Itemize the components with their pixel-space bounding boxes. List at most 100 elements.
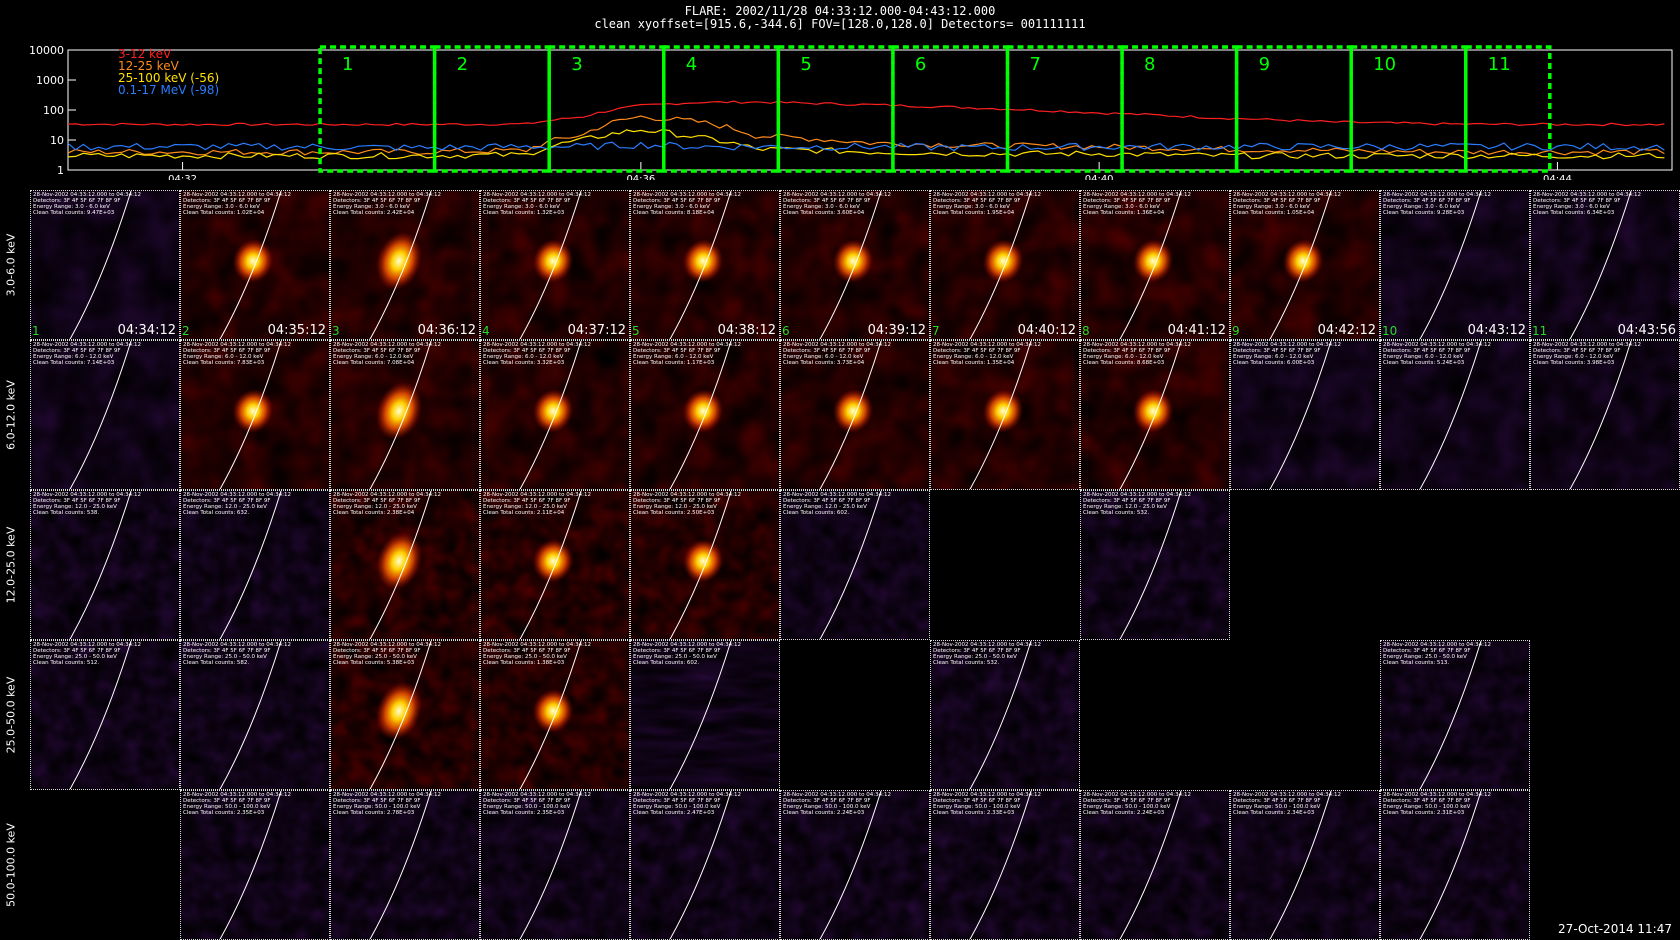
- image-cell: 28-Nov-2002 04:33:12.000 to 04:34:12 Dete…: [630, 190, 780, 340]
- caption-line: Detectors: 3F 4F 5F 6F 7F 8F 9F: [333, 348, 421, 354]
- caption-line: Clean Total counts: 2.35E+03: [483, 810, 565, 816]
- caption-line: Detectors: 3F 4F 5F 6F 7F 8F 9F: [333, 648, 421, 654]
- clean-image: [31, 341, 179, 489]
- caption-line: 28-Nov-2002 04:33:12.000 to 04:34:12: [933, 792, 1041, 798]
- interval-number: 8: [1082, 324, 1090, 338]
- caption-line: Energy Range: 25.0 - 50.0 keV: [633, 654, 717, 660]
- interval-box: [1464, 45, 1552, 173]
- interval-number: 4: [482, 324, 490, 338]
- caption-line: Energy Range: 25.0 - 50.0 keV: [333, 654, 417, 660]
- caption-line: 28-Nov-2002 04:33:12.000 to 04:34:12: [183, 192, 291, 198]
- solar-limb: [969, 191, 1032, 339]
- solar-limb: [1419, 641, 1482, 789]
- clean-image: [1081, 341, 1229, 489]
- caption-line: Clean Total counts: 513.: [1383, 660, 1450, 666]
- solar-limb: [669, 641, 732, 789]
- caption-line: Energy Range: 6.0 - 12.0 keV: [933, 354, 1014, 360]
- solar-limb: [1119, 491, 1182, 639]
- caption-line: Clean Total counts: 5.24E+03: [1383, 360, 1465, 366]
- caption-line: Clean Total counts: 8.18E+04: [633, 210, 715, 216]
- interval-number: 3: [332, 324, 340, 338]
- solar-limb: [219, 341, 282, 489]
- image-caption: 28-Nov-2002 04:33:12.000 to 04:34:12 Dete…: [333, 342, 441, 366]
- clean-image: [631, 191, 779, 339]
- caption-line: Clean Total counts: 1.95E+04: [933, 210, 1015, 216]
- clean-image: [1531, 341, 1679, 489]
- caption-line: Detectors: 3F 4F 5F 6F 7F 8F 9F: [1083, 348, 1171, 354]
- solar-limb: [519, 641, 582, 789]
- solar-limb: [69, 491, 132, 639]
- legend-entry: 12-25 keV: [118, 59, 180, 73]
- legend-entry: 25-100 keV (-56): [118, 71, 219, 85]
- clean-image: [931, 791, 1079, 939]
- image-caption: 28-Nov-2002 04:33:12.000 to 04:34:12 Dete…: [333, 492, 441, 516]
- interval-box: [1234, 45, 1353, 173]
- clean-image: [31, 491, 179, 639]
- caption-line: Clean Total counts: 2.34E+03: [1233, 810, 1315, 816]
- image-cell: 28-Nov-2002 04:33:12.000 to 04:34:12 Dete…: [480, 790, 630, 940]
- caption-line: Clean Total counts: 532.: [1083, 510, 1150, 516]
- clean-image: [331, 341, 479, 489]
- clean-image: [31, 191, 179, 339]
- image-caption: 28-Nov-2002 04:33:12.000 to 04:34:12 Dete…: [483, 642, 591, 666]
- image-cell: 28-Nov-2002 04:33:12.000 to 04:34:12 Dete…: [930, 640, 1080, 790]
- interval-box: [662, 45, 781, 173]
- flare-source: [682, 389, 724, 433]
- solar-limb: [1419, 791, 1482, 939]
- image-caption: 28-Nov-2002 04:33:12.000 to 04:34:12 Dete…: [1383, 792, 1491, 816]
- caption-line: Clean Total counts: 602.: [633, 660, 700, 666]
- y-tick-label: 10000: [29, 44, 64, 57]
- lightcurve-chart: 1 10 100 1000 10000 04:32 04:36 04:40 04:44 3-12 …: [29, 44, 1673, 180]
- caption-line: Detectors: 3F 4F 5F 6F 7F 8F 9F: [183, 198, 271, 204]
- caption-line: Detectors: 3F 4F 5F 6F 7F 8F 9F: [1383, 198, 1471, 204]
- flare-source: [375, 681, 423, 741]
- image-caption: 28-Nov-2002 04:33:12.000 to 04:34:12 Dete…: [333, 792, 441, 816]
- solar-limb: [1119, 341, 1182, 489]
- time-label: 04:35:12: [267, 323, 326, 338]
- caption-line: Clean Total counts: 1.36E+04: [1083, 210, 1165, 216]
- caption-line: Clean Total counts: 9.28E+03: [1383, 210, 1465, 216]
- clean-image: [331, 791, 479, 939]
- clean-image: [631, 641, 779, 789]
- caption-line: Energy Range: 50.0 - 100.0 keV: [1083, 804, 1171, 810]
- caption-line: Detectors: 3F 4F 5F 6F 7F 8F 9F: [333, 498, 421, 504]
- caption-line: 28-Nov-2002 04:33:12.000 to 04:34:12: [183, 792, 291, 798]
- image-cell: 28-Nov-2002 04:33:12.000 to 04:34:12 Dete…: [1380, 640, 1530, 790]
- flare-source: [532, 389, 574, 433]
- caption-line: Energy Range: 50.0 - 100.0 keV: [1383, 804, 1471, 810]
- solar-limb: [369, 791, 432, 939]
- time-label: 04:38:12: [717, 323, 776, 338]
- caption-line: Clean Total counts: 6.00E+03: [1233, 360, 1315, 366]
- time-label: 04:40:12: [1017, 323, 1076, 338]
- interval-label: 7: [1029, 54, 1040, 75]
- image-caption: 28-Nov-2002 04:33:12.000 to 04:34:12 Dete…: [933, 342, 1041, 366]
- clean-image: [181, 491, 329, 639]
- caption-line: Detectors: 3F 4F 5F 6F 7F 8F 9F: [33, 648, 121, 654]
- caption-line: 28-Nov-2002 04:33:12.000 to 04:34:12: [333, 492, 441, 498]
- image-cell: 28-Nov-2002 04:33:12.000 to 04:34:12 Dete…: [1230, 340, 1380, 490]
- clean-image: [1231, 791, 1379, 939]
- solar-limb: [819, 191, 882, 339]
- caption-line: 28-Nov-2002 04:33:12.000 to 04:34:12: [1233, 792, 1341, 798]
- image-cell: 28-Nov-2002 04:33:12.000 to 04:34:12 Dete…: [930, 340, 1080, 490]
- series-line: [67, 128, 1665, 160]
- caption-line: Detectors: 3F 4F 5F 6F 7F 8F 9F: [483, 798, 571, 804]
- flare-source: [832, 389, 874, 433]
- caption-line: Energy Range: 6.0 - 12.0 keV: [183, 354, 264, 360]
- caption-line: Clean Total counts: 1.32E+03: [483, 210, 565, 216]
- y-tick-label: 1000: [36, 74, 64, 87]
- caption-line: Energy Range: 6.0 - 12.0 keV: [783, 354, 864, 360]
- interval-box: [432, 45, 551, 173]
- caption-line: Energy Range: 3.0 - 6.0 keV: [1533, 204, 1610, 210]
- clean-image: [931, 641, 1079, 789]
- caption-line: Energy Range: 25.0 - 50.0 keV: [483, 654, 567, 660]
- caption-line: Detectors: 3F 4F 5F 6F 7F 8F 9F: [633, 798, 721, 804]
- solar-limb: [819, 341, 882, 489]
- caption-line: Clean Total counts: 2.33E+03: [933, 810, 1015, 816]
- caption-line: Detectors: 3F 4F 5F 6F 7F 8F 9F: [183, 348, 271, 354]
- caption-line: Energy Range: 12.0 - 25.0 keV: [33, 504, 117, 510]
- x-tick-label: 04:32: [168, 174, 197, 180]
- solar-limb: [369, 491, 432, 639]
- caption-line: Detectors: 3F 4F 5F 6F 7F 8F 9F: [1233, 198, 1321, 204]
- caption-line: 28-Nov-2002 04:33:12.000 to 04:34:12: [1533, 342, 1641, 348]
